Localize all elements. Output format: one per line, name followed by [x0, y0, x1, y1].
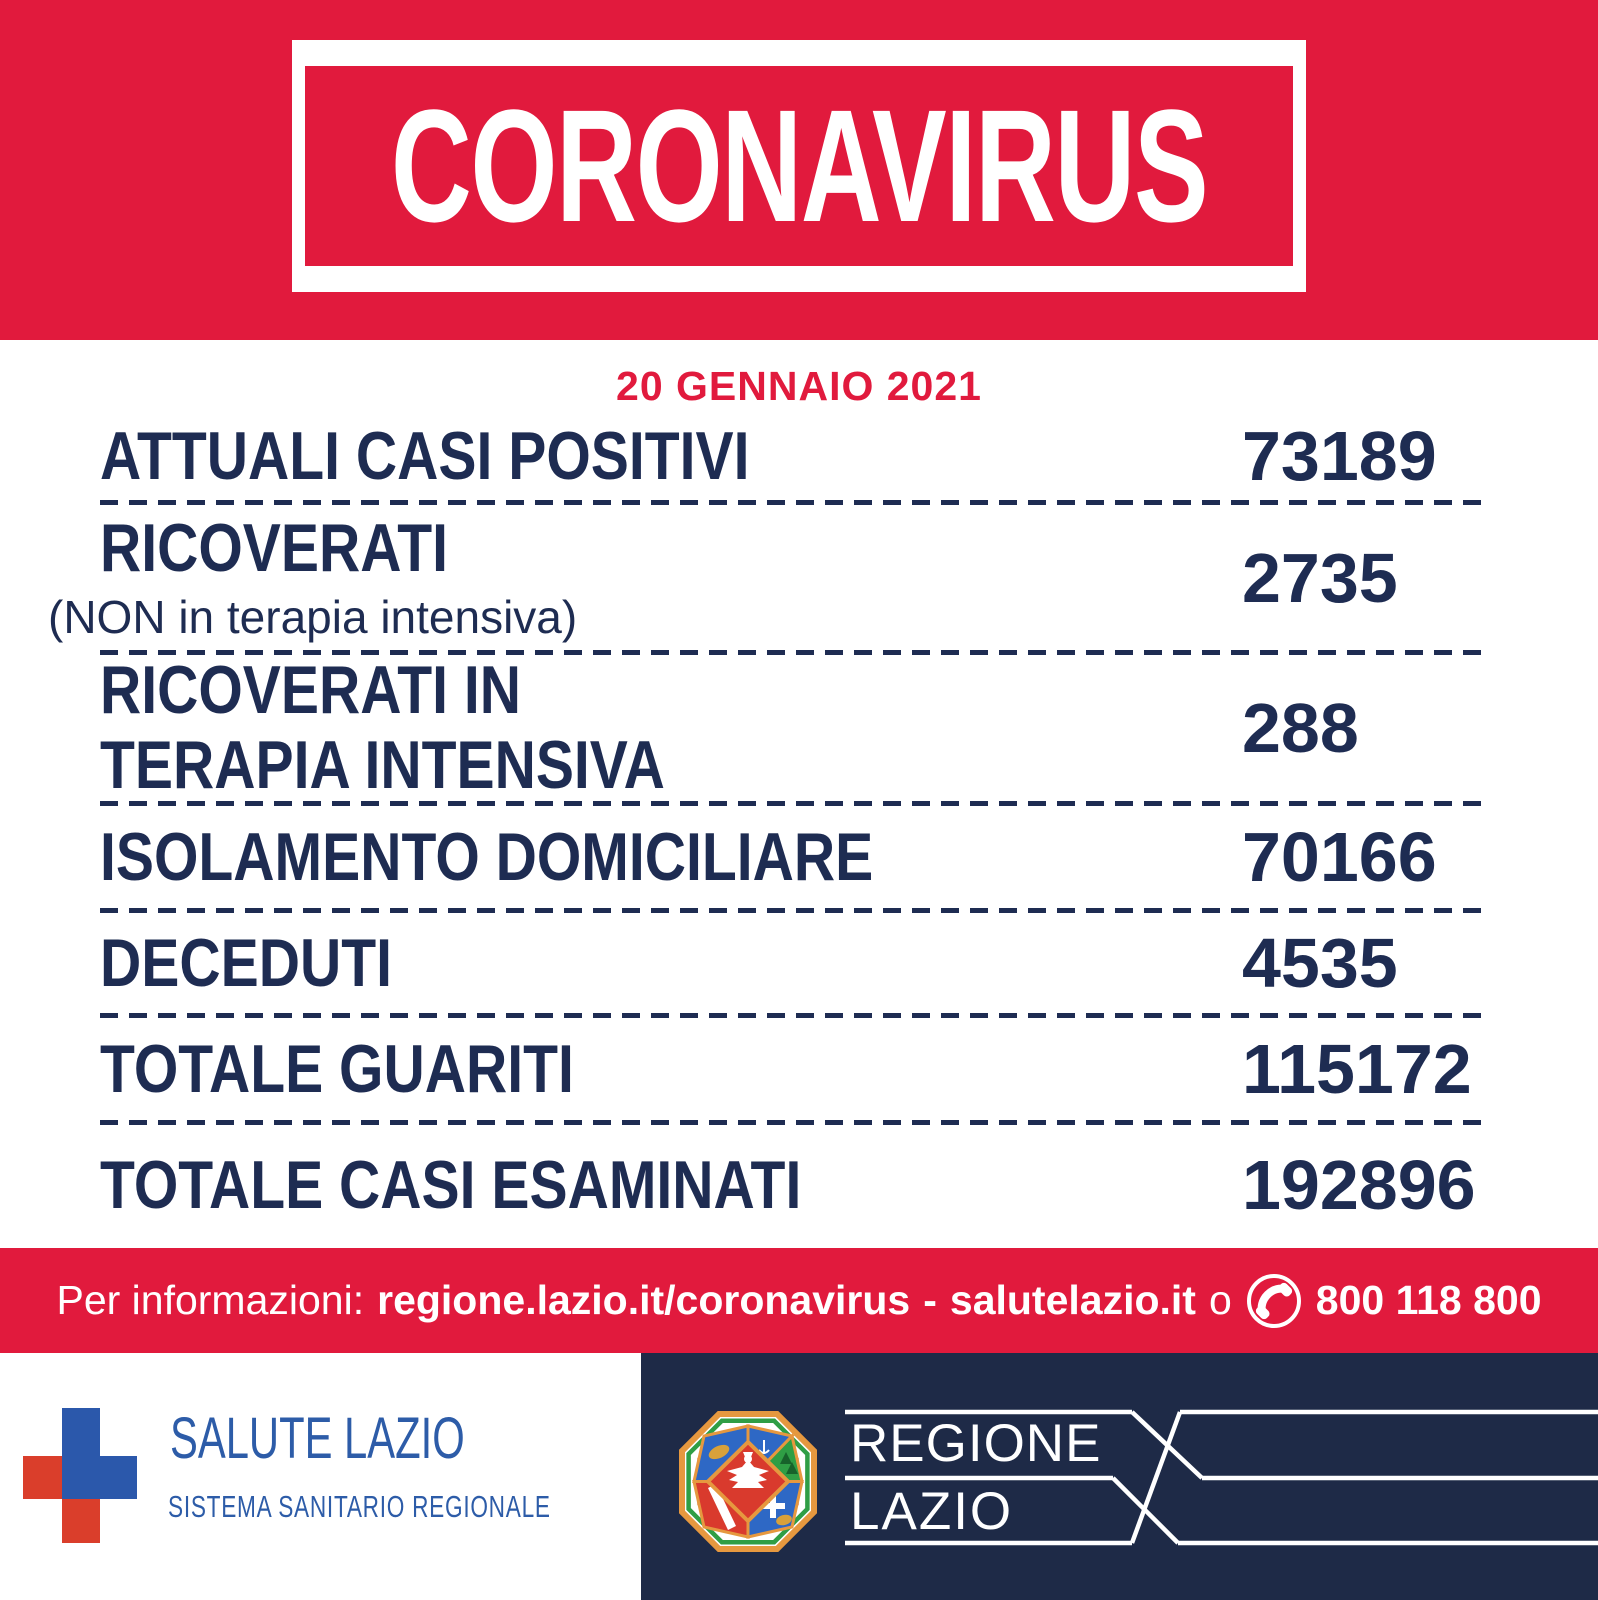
- info-dash: -: [923, 1277, 937, 1323]
- info-link-salutelazio[interactable]: salutelazio.it: [949, 1277, 1196, 1323]
- info-connector: o: [1208, 1277, 1232, 1323]
- coronavirus-frame-inner: CORONAVIRUS: [305, 66, 1293, 266]
- info-prefix: Per informazioni:: [56, 1277, 365, 1323]
- medical-cross-icon: [23, 1408, 137, 1543]
- dashed-separator: [100, 1013, 1490, 1018]
- stat-value: 288: [1242, 689, 1359, 767]
- stat-row-ricoverati: RICOVERATI (NON in terapia intensiva) 27…: [48, 505, 1490, 650]
- stat-value: 70166: [1242, 818, 1437, 896]
- brand-band: SALUTE LAZIO SISTEMA SANITARIO REGIONALE: [0, 1353, 1598, 1600]
- info-link-regione[interactable]: regione.lazio.it/coronavirus: [377, 1277, 911, 1323]
- page-title: CORONAVIRUS: [390, 76, 1209, 255]
- stat-row-totale-guariti: TOTALE GUARITI 115172: [100, 1018, 1490, 1120]
- stat-row-totale-casi-esaminati: TOTALE CASI ESAMINATI 192896: [100, 1125, 1490, 1245]
- stat-label: TOTALE CASI ESAMINATI: [100, 1146, 802, 1223]
- coronavirus-frame: CORONAVIRUS: [292, 40, 1306, 292]
- dashed-separator: [100, 500, 1490, 505]
- stat-row-terapia-intensiva: RICOVERATI IN TERAPIA INTENSIVA 288: [100, 652, 1490, 803]
- header-banner: CORONAVIRUS: [0, 0, 1598, 340]
- dashed-separator: [100, 650, 1490, 655]
- stat-row-attuali-casi-positivi: ATTUALI CASI POSITIVI 73189: [100, 412, 1490, 500]
- stat-label: RICOVERATI: [100, 510, 449, 587]
- regione-title-line1: REGIONE: [850, 1414, 1102, 1473]
- regione-lazio-panel: REGIONE LAZIO: [641, 1353, 1598, 1600]
- stat-value: 2735: [1242, 538, 1398, 617]
- stat-row-deceduti: DECEDUTI 4535: [100, 913, 1490, 1013]
- dashed-separator: [100, 1120, 1490, 1125]
- report-date: 20 GENNAIO 2021: [616, 363, 982, 409]
- regione-lazio-coat-of-arms: [679, 1411, 817, 1552]
- stat-value: 73189: [1242, 417, 1437, 495]
- salute-lazio-subtitle: SISTEMA SANITARIO REGIONALE: [168, 1489, 551, 1524]
- stat-sublabel: (NON in terapia intensiva): [48, 590, 578, 643]
- info-bar: Per informazioni: regione.lazio.it/coron…: [0, 1248, 1598, 1353]
- dashed-separator: [100, 801, 1490, 806]
- stat-row-isolamento-domiciliare: ISOLAMENTO DOMICILIARE 70166: [100, 806, 1490, 908]
- stat-label: DECEDUTI: [100, 924, 392, 1001]
- salute-lazio-title: SALUTE LAZIO: [170, 1406, 465, 1471]
- stat-value: 192896: [1242, 1146, 1476, 1224]
- salute-lazio-panel: SALUTE LAZIO SISTEMA SANITARIO REGIONALE: [0, 1353, 641, 1600]
- stat-value: 4535: [1242, 924, 1398, 1002]
- stat-value: 115172: [1242, 1030, 1472, 1108]
- stats-table: ATTUALI CASI POSITIVI 73189 RICOVERATI (…: [48, 412, 1490, 1245]
- stat-label: ISOLAMENTO DOMICILIARE: [100, 818, 874, 895]
- stat-label: TOTALE GUARITI: [100, 1030, 574, 1107]
- stat-label: RICOVERATI IN TERAPIA INTENSIVA: [100, 652, 665, 803]
- dashed-separator: [100, 908, 1490, 913]
- phone-receiver-icon: [1246, 1273, 1301, 1328]
- info-phone-number[interactable]: 800 118 800: [1315, 1277, 1542, 1323]
- regione-title-line2: LAZIO: [850, 1482, 1014, 1541]
- regione-brand-lines: [845, 1409, 1598, 1546]
- stat-label: ATTUALI CASI POSITIVI: [100, 417, 750, 494]
